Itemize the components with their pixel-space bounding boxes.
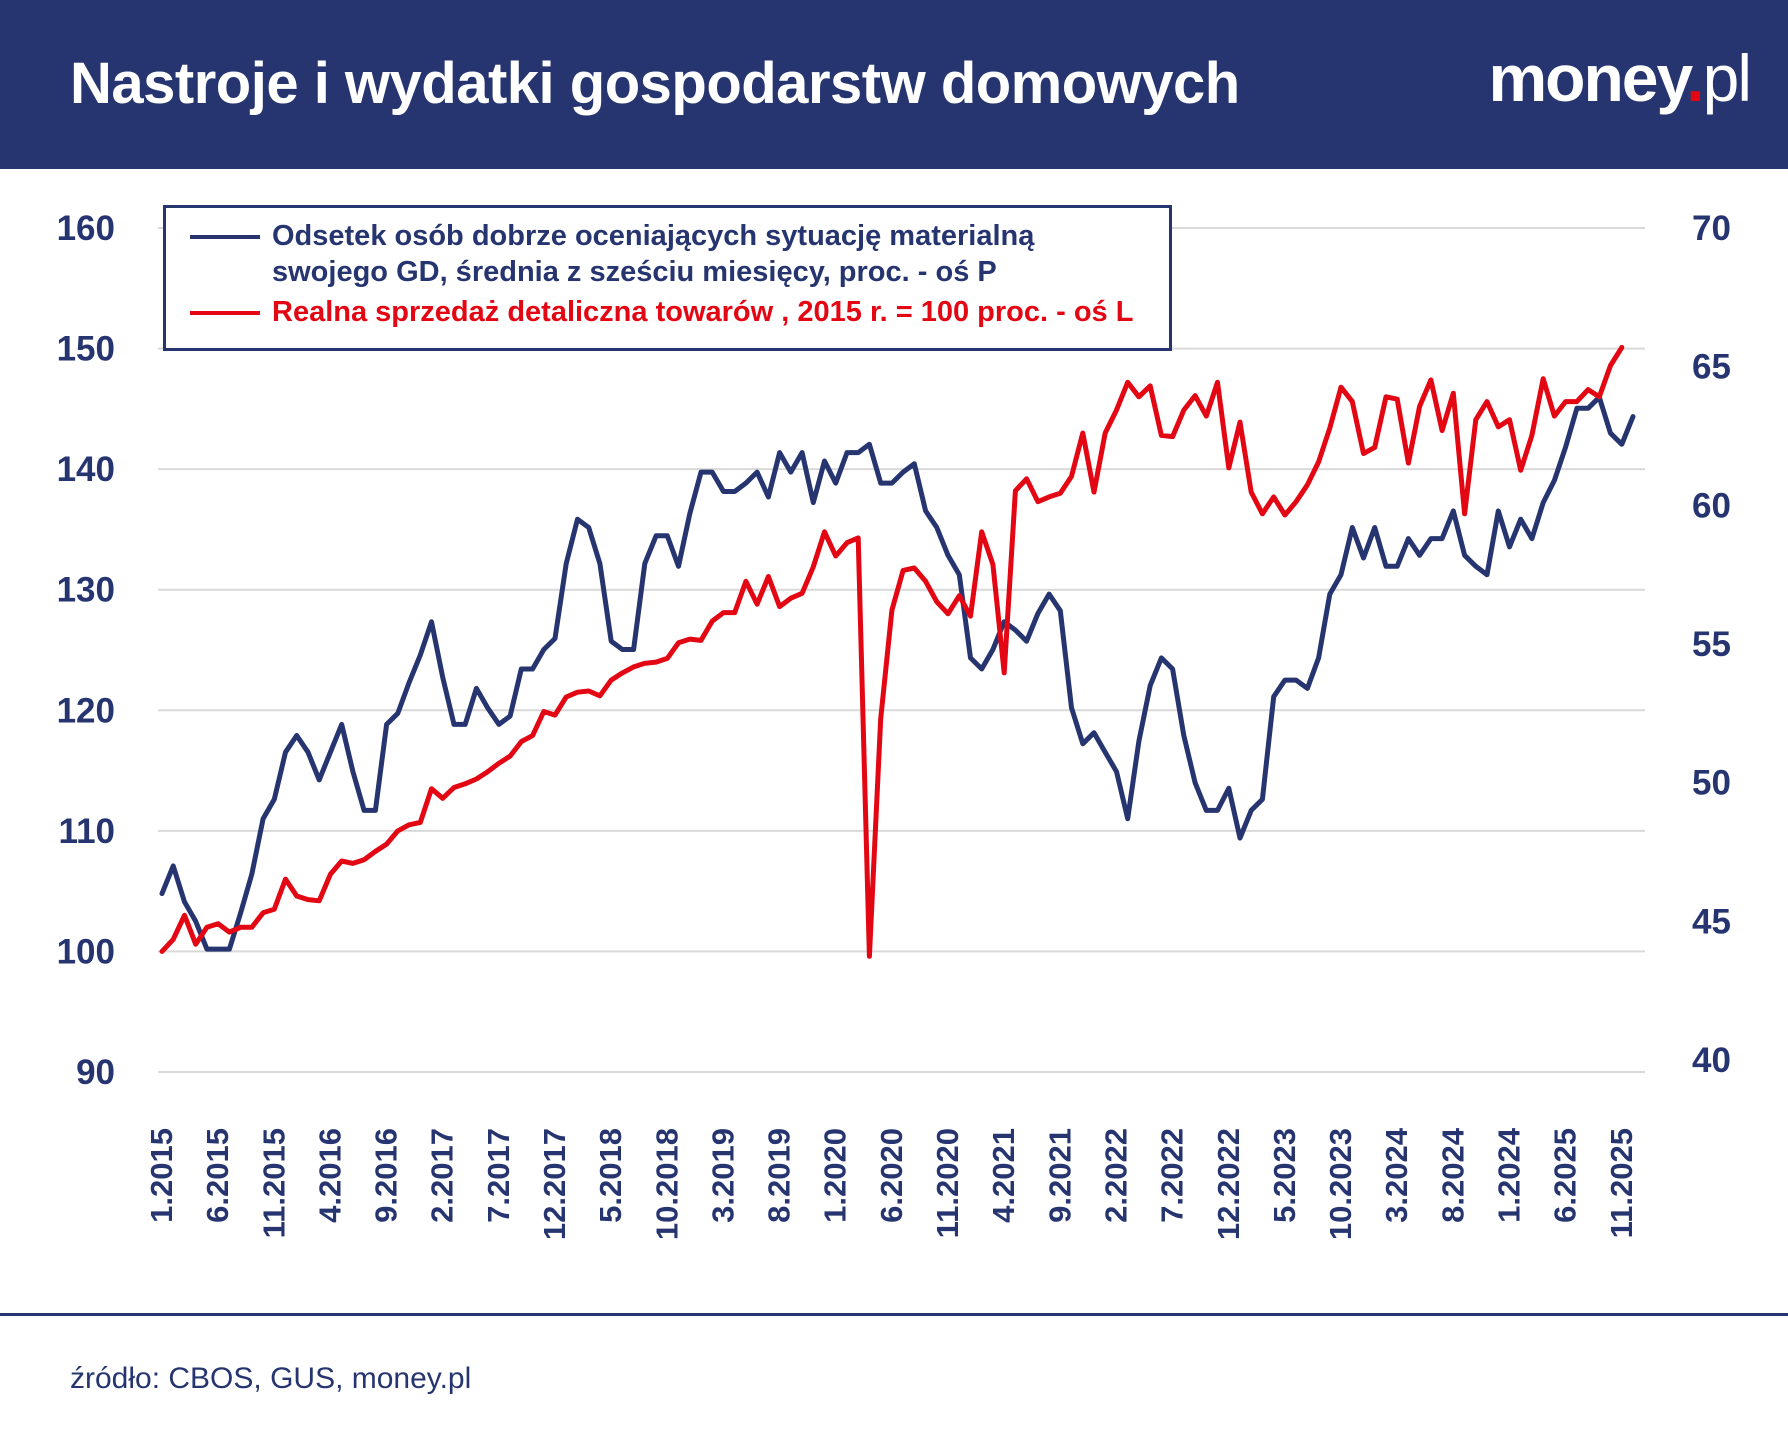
x-tick-label: 7.2022 — [1155, 1128, 1190, 1223]
money-pl-logo: money.pl — [1488, 41, 1752, 115]
x-tick-label: 6.2020 — [874, 1128, 909, 1223]
x-tick-label: 12.2022 — [1211, 1128, 1246, 1240]
legend-label-line-1: Odsetek osób dobrze oceniających sytuacj… — [272, 220, 1035, 252]
legend-swatch-navy — [190, 235, 260, 239]
x-tick-label: 10.2023 — [1323, 1128, 1358, 1240]
x-tick-label: 1.2024 — [1491, 1127, 1526, 1223]
x-tick-label: 8.2019 — [762, 1128, 797, 1223]
x-tick-label: 11.2020 — [930, 1128, 965, 1238]
y-right-tick-label: 65 — [1692, 348, 1731, 387]
legend-label-line-2: swojego GD, średnia z sześciu miesięcy, … — [272, 256, 997, 288]
x-tick-label: 10.2018 — [649, 1128, 684, 1240]
y-right-tick-label: 70 — [1692, 209, 1731, 248]
header-banner: Nastroje i wydatki gospodarstw domowych … — [0, 0, 1788, 169]
x-tick-label: 9.2016 — [369, 1128, 404, 1223]
x-tick-label: 2.2017 — [425, 1128, 460, 1223]
y-left-tick-label: 160 — [57, 209, 115, 248]
series-line-sentiment — [159, 394, 1636, 952]
footer-divider — [0, 1313, 1788, 1316]
series-line-retail-sales — [159, 344, 1625, 959]
x-tick-label: 6.2025 — [1548, 1128, 1583, 1223]
x-tick-label: 5.2018 — [593, 1128, 628, 1223]
x-tick-label: 4.2021 — [986, 1128, 1021, 1223]
y-left-tick-label: 110 — [59, 812, 115, 851]
legend-item-sentiment: Odsetek osób dobrze oceniających sytuacj… — [190, 218, 1034, 290]
legend: Odsetek osób dobrze oceniających sytuacj… — [163, 205, 1172, 351]
x-tick-label: 5.2023 — [1267, 1128, 1302, 1223]
x-tick-label: 11.2015 — [256, 1128, 291, 1238]
y-left-tick-label: 150 — [57, 330, 115, 369]
x-tick-label: 9.2021 — [1042, 1128, 1077, 1223]
legend-swatch-red — [190, 311, 260, 315]
x-tick-label: 11.2025 — [1604, 1128, 1639, 1238]
x-tick-label: 6.2015 — [200, 1128, 235, 1223]
x-tick-label: 3.2024 — [1379, 1127, 1414, 1223]
legend-label: Realna sprzedaż detaliczna towarów , 201… — [272, 296, 1134, 328]
y-right-tick-label: 40 — [1692, 1041, 1731, 1080]
y-left-tick-label: 140 — [57, 450, 115, 489]
y-right-tick-label: 60 — [1692, 486, 1731, 525]
x-tick-label: 7.2017 — [481, 1128, 516, 1223]
legend-label: Odsetek osób dobrze oceniających sytuacj… — [272, 218, 1034, 290]
x-tick-label: 2.2022 — [1098, 1128, 1133, 1223]
x-tick-label: 12.2017 — [537, 1128, 572, 1240]
x-tick-label: 3.2019 — [705, 1128, 740, 1223]
y-right-tick-label: 45 — [1692, 902, 1731, 941]
chart-title: Nastroje i wydatki gospodarstw domowych — [70, 51, 1240, 116]
y-left-tick-label: 100 — [57, 932, 115, 971]
x-tick-label: 1.2020 — [818, 1128, 853, 1223]
y-left-tick-label: 90 — [76, 1053, 115, 1092]
x-tick-label: 4.2016 — [312, 1128, 347, 1223]
legend-item-retail: Realna sprzedaż detaliczna towarów , 201… — [190, 294, 1133, 330]
x-tick-label: 1.2015 — [144, 1128, 179, 1223]
y-left-tick-label: 130 — [57, 571, 115, 610]
y-right-tick-label: 50 — [1692, 764, 1731, 803]
y-left-tick-label: 120 — [57, 691, 115, 730]
source-note: źródło: CBOS, GUS, money.pl — [70, 1362, 472, 1395]
y-right-tick-label: 55 — [1692, 625, 1731, 664]
x-tick-label: 8.2024 — [1435, 1127, 1470, 1223]
